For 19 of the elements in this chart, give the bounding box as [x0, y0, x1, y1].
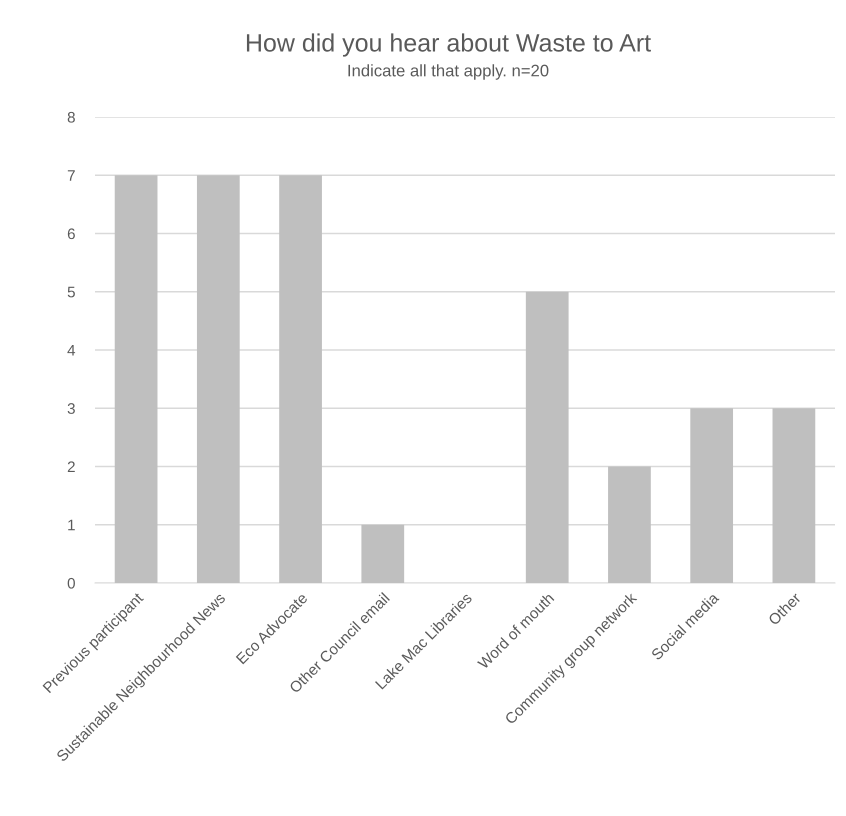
- y-tick-label: 3: [68, 403, 75, 414]
- y-tick-label: 2: [68, 461, 75, 472]
- y-tick-label: 6: [68, 228, 75, 240]
- y-tick-label: 1: [68, 520, 75, 530]
- y-tick-label: 4: [67, 345, 76, 356]
- bar: [690, 408, 734, 583]
- bar: [608, 466, 651, 583]
- bar: [196, 175, 240, 583]
- y-tick-label: 5: [68, 286, 75, 298]
- bar: [279, 175, 322, 583]
- chart-subtitle: Indicate all that apply. n=20: [348, 64, 548, 80]
- y-tick-label: 8: [68, 112, 75, 123]
- bar: [772, 408, 816, 583]
- bar: [114, 175, 158, 583]
- bar: [526, 292, 569, 583]
- bar: [361, 524, 404, 583]
- y-tick-label: 0: [68, 578, 75, 589]
- chart-title: How did you hear about Waste to Art: [246, 33, 651, 57]
- y-tick-label: 7: [68, 170, 75, 181]
